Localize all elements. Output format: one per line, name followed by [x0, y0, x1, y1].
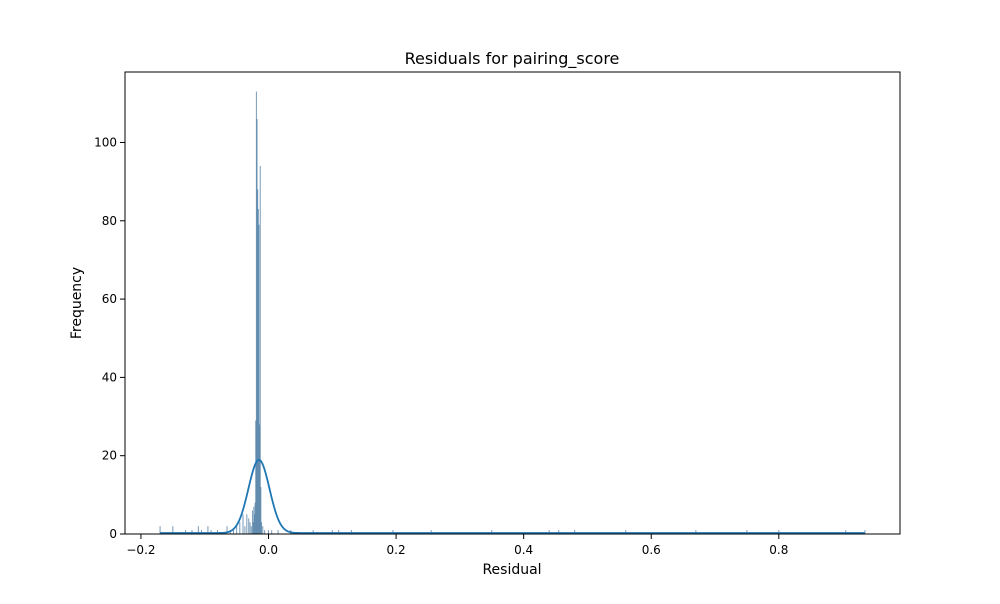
y-tick-label: 40 [102, 370, 117, 384]
histogram-bar [259, 424, 261, 534]
histogram-bar [248, 518, 250, 534]
histogram-bar [271, 530, 273, 534]
plot-frame [124, 71, 901, 535]
y-tick-label: 0 [109, 527, 117, 541]
histogram-bar [254, 502, 256, 534]
histogram-bar [261, 522, 262, 534]
histogram-bar [242, 514, 244, 534]
histogram-bar [259, 165, 261, 534]
histogram-bar [244, 526, 246, 534]
histogram-bar [256, 118, 258, 534]
histogram-bar [232, 530, 234, 534]
histogram-bar [226, 526, 228, 534]
histogram-bar [201, 530, 203, 534]
x-axis-ticks: −0.2 0.0 0.2 0.4 0.6 0.8 [126, 534, 788, 557]
histogram-bar [264, 530, 266, 534]
x-tick-label: −0.2 [126, 543, 155, 557]
histogram-bar [625, 530, 627, 534]
x-tick-label: 0.0 [259, 543, 278, 557]
histogram-bar [197, 526, 199, 534]
histogram-bar [255, 91, 257, 534]
x-tick-label: 0.6 [642, 543, 661, 557]
y-tick-label: 100 [94, 135, 117, 149]
chart-title: Residuals for pairing_score [405, 49, 620, 69]
histogram-bar [250, 526, 252, 534]
x-tick-label: 0.2 [387, 543, 406, 557]
histogram-bar [236, 526, 238, 534]
histogram-bar [257, 209, 259, 534]
histogram-bar [159, 526, 161, 534]
histogram-bar [845, 530, 847, 534]
histogram-bar [191, 530, 193, 534]
histogram-bar [430, 530, 432, 534]
histogram-bar [253, 514, 255, 534]
histogram-bar [392, 530, 394, 534]
histogram-bar [246, 514, 248, 534]
x-tick-label: 0.8 [769, 543, 788, 557]
histogram-bar [268, 530, 270, 534]
histogram-bar [331, 530, 333, 534]
kde-curve [160, 458, 865, 534]
histogram-bar [350, 530, 352, 534]
y-tick-label: 80 [102, 214, 117, 228]
histogram-bar [216, 530, 218, 534]
histogram-bar [312, 530, 314, 534]
histogram-bar [185, 530, 187, 534]
histogram-bar [207, 526, 209, 534]
histogram-bar [695, 530, 697, 534]
histogram-bar [210, 530, 212, 534]
y-tick-label: 60 [102, 292, 117, 306]
histogram-bar [778, 530, 780, 534]
histogram-bar [338, 530, 340, 534]
histogram-bar [258, 224, 260, 534]
histogram-bar [252, 510, 254, 534]
histogram-bar [253, 506, 255, 534]
histogram-bar [255, 420, 257, 534]
y-axis-label: Frequency [69, 267, 85, 339]
histogram-bar [491, 530, 493, 534]
histogram-bar [249, 522, 251, 534]
y-tick-label: 20 [102, 449, 117, 463]
histogram-bar [548, 530, 550, 534]
histogram-bar [239, 522, 241, 534]
histogram-bar [260, 487, 262, 534]
histogram-bar [558, 530, 560, 534]
histogram-bar [257, 189, 259, 534]
histogram-bar [277, 530, 279, 534]
histogram-bar [746, 530, 748, 534]
histogram-bar [172, 526, 174, 534]
histogram-bar [262, 526, 264, 534]
histogram-bar [252, 522, 254, 534]
histogram-bars [159, 91, 866, 534]
y-axis-ticks: 0 20 40 60 80 100 [94, 135, 125, 541]
x-tick-label: 0.4 [514, 543, 533, 557]
histogram-bar [864, 530, 866, 534]
histogram-bar [574, 530, 576, 534]
x-axis-label: Residual [482, 562, 541, 578]
